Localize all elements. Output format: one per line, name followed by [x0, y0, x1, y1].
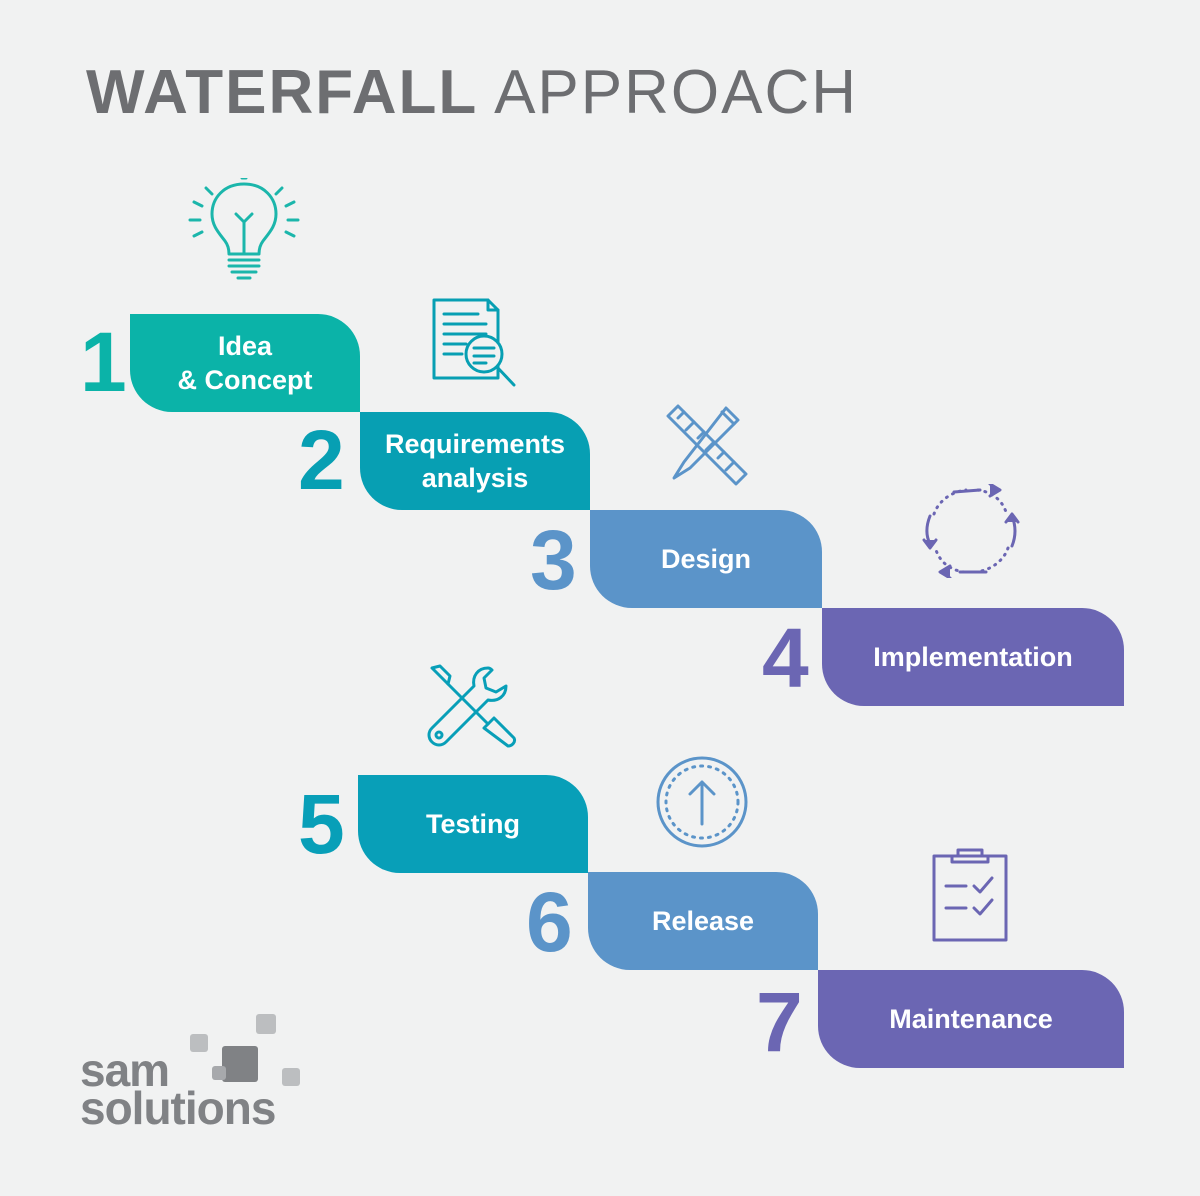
- step-1-number: 1: [80, 315, 127, 409]
- sam-solutions-logo: sam solutions: [80, 1044, 276, 1134]
- step-6-number: 6: [526, 875, 573, 969]
- step-5-label: Testing: [426, 808, 520, 839]
- step-1-box: Idea & Concept: [130, 314, 360, 412]
- up-arrow-circle-icon: [654, 754, 750, 850]
- title-bold: WATERFALL: [86, 58, 479, 127]
- step-5-box: Testing: [358, 775, 588, 873]
- wrench-screwdriver-icon: [426, 662, 518, 748]
- logo-line-2: solutions: [80, 1081, 276, 1134]
- logo-square: [222, 1046, 258, 1082]
- logo-square: [282, 1068, 300, 1086]
- title-light: APPROACH: [494, 58, 859, 127]
- step-7-label: Maintenance: [889, 1003, 1053, 1034]
- step-4-number: 4: [762, 611, 809, 705]
- document-search-icon: [430, 296, 522, 392]
- clipboard-checklist-icon: [930, 846, 1010, 944]
- step-3-number: 3: [530, 513, 577, 607]
- step-7-number: 7: [756, 975, 803, 1069]
- step-6-box: Release: [588, 872, 818, 970]
- step-1-label-line-2: & Concept: [177, 365, 313, 395]
- step-1-label-line-1: Idea: [217, 330, 273, 361]
- cycle-arrows-icon: [920, 484, 1022, 578]
- page-title: WATERFALL APPROACH: [86, 62, 858, 124]
- lightbulb-icon: [186, 178, 302, 286]
- step-7-box: Maintenance: [818, 970, 1124, 1068]
- step-2-number: 2: [298, 413, 345, 507]
- logo-square: [190, 1034, 208, 1052]
- step-2-box: Requirements analysis: [360, 412, 590, 510]
- step-2-label-line-1: Requirements: [384, 428, 566, 459]
- logo-square: [256, 1014, 276, 1034]
- step-5-number: 5: [298, 777, 345, 871]
- step-4-label: Implementation: [873, 641, 1073, 672]
- logo-square: [212, 1066, 226, 1080]
- step-6-label: Release: [651, 905, 755, 936]
- step-3-box: Design: [590, 510, 822, 608]
- ruler-pencil-icon: [664, 402, 750, 486]
- step-4-box: Implementation: [822, 608, 1124, 706]
- step-3-label: Design: [660, 543, 752, 574]
- logo-line-1: sam: [80, 1044, 170, 1096]
- step-2-label-line-2: analysis: [421, 463, 529, 493]
